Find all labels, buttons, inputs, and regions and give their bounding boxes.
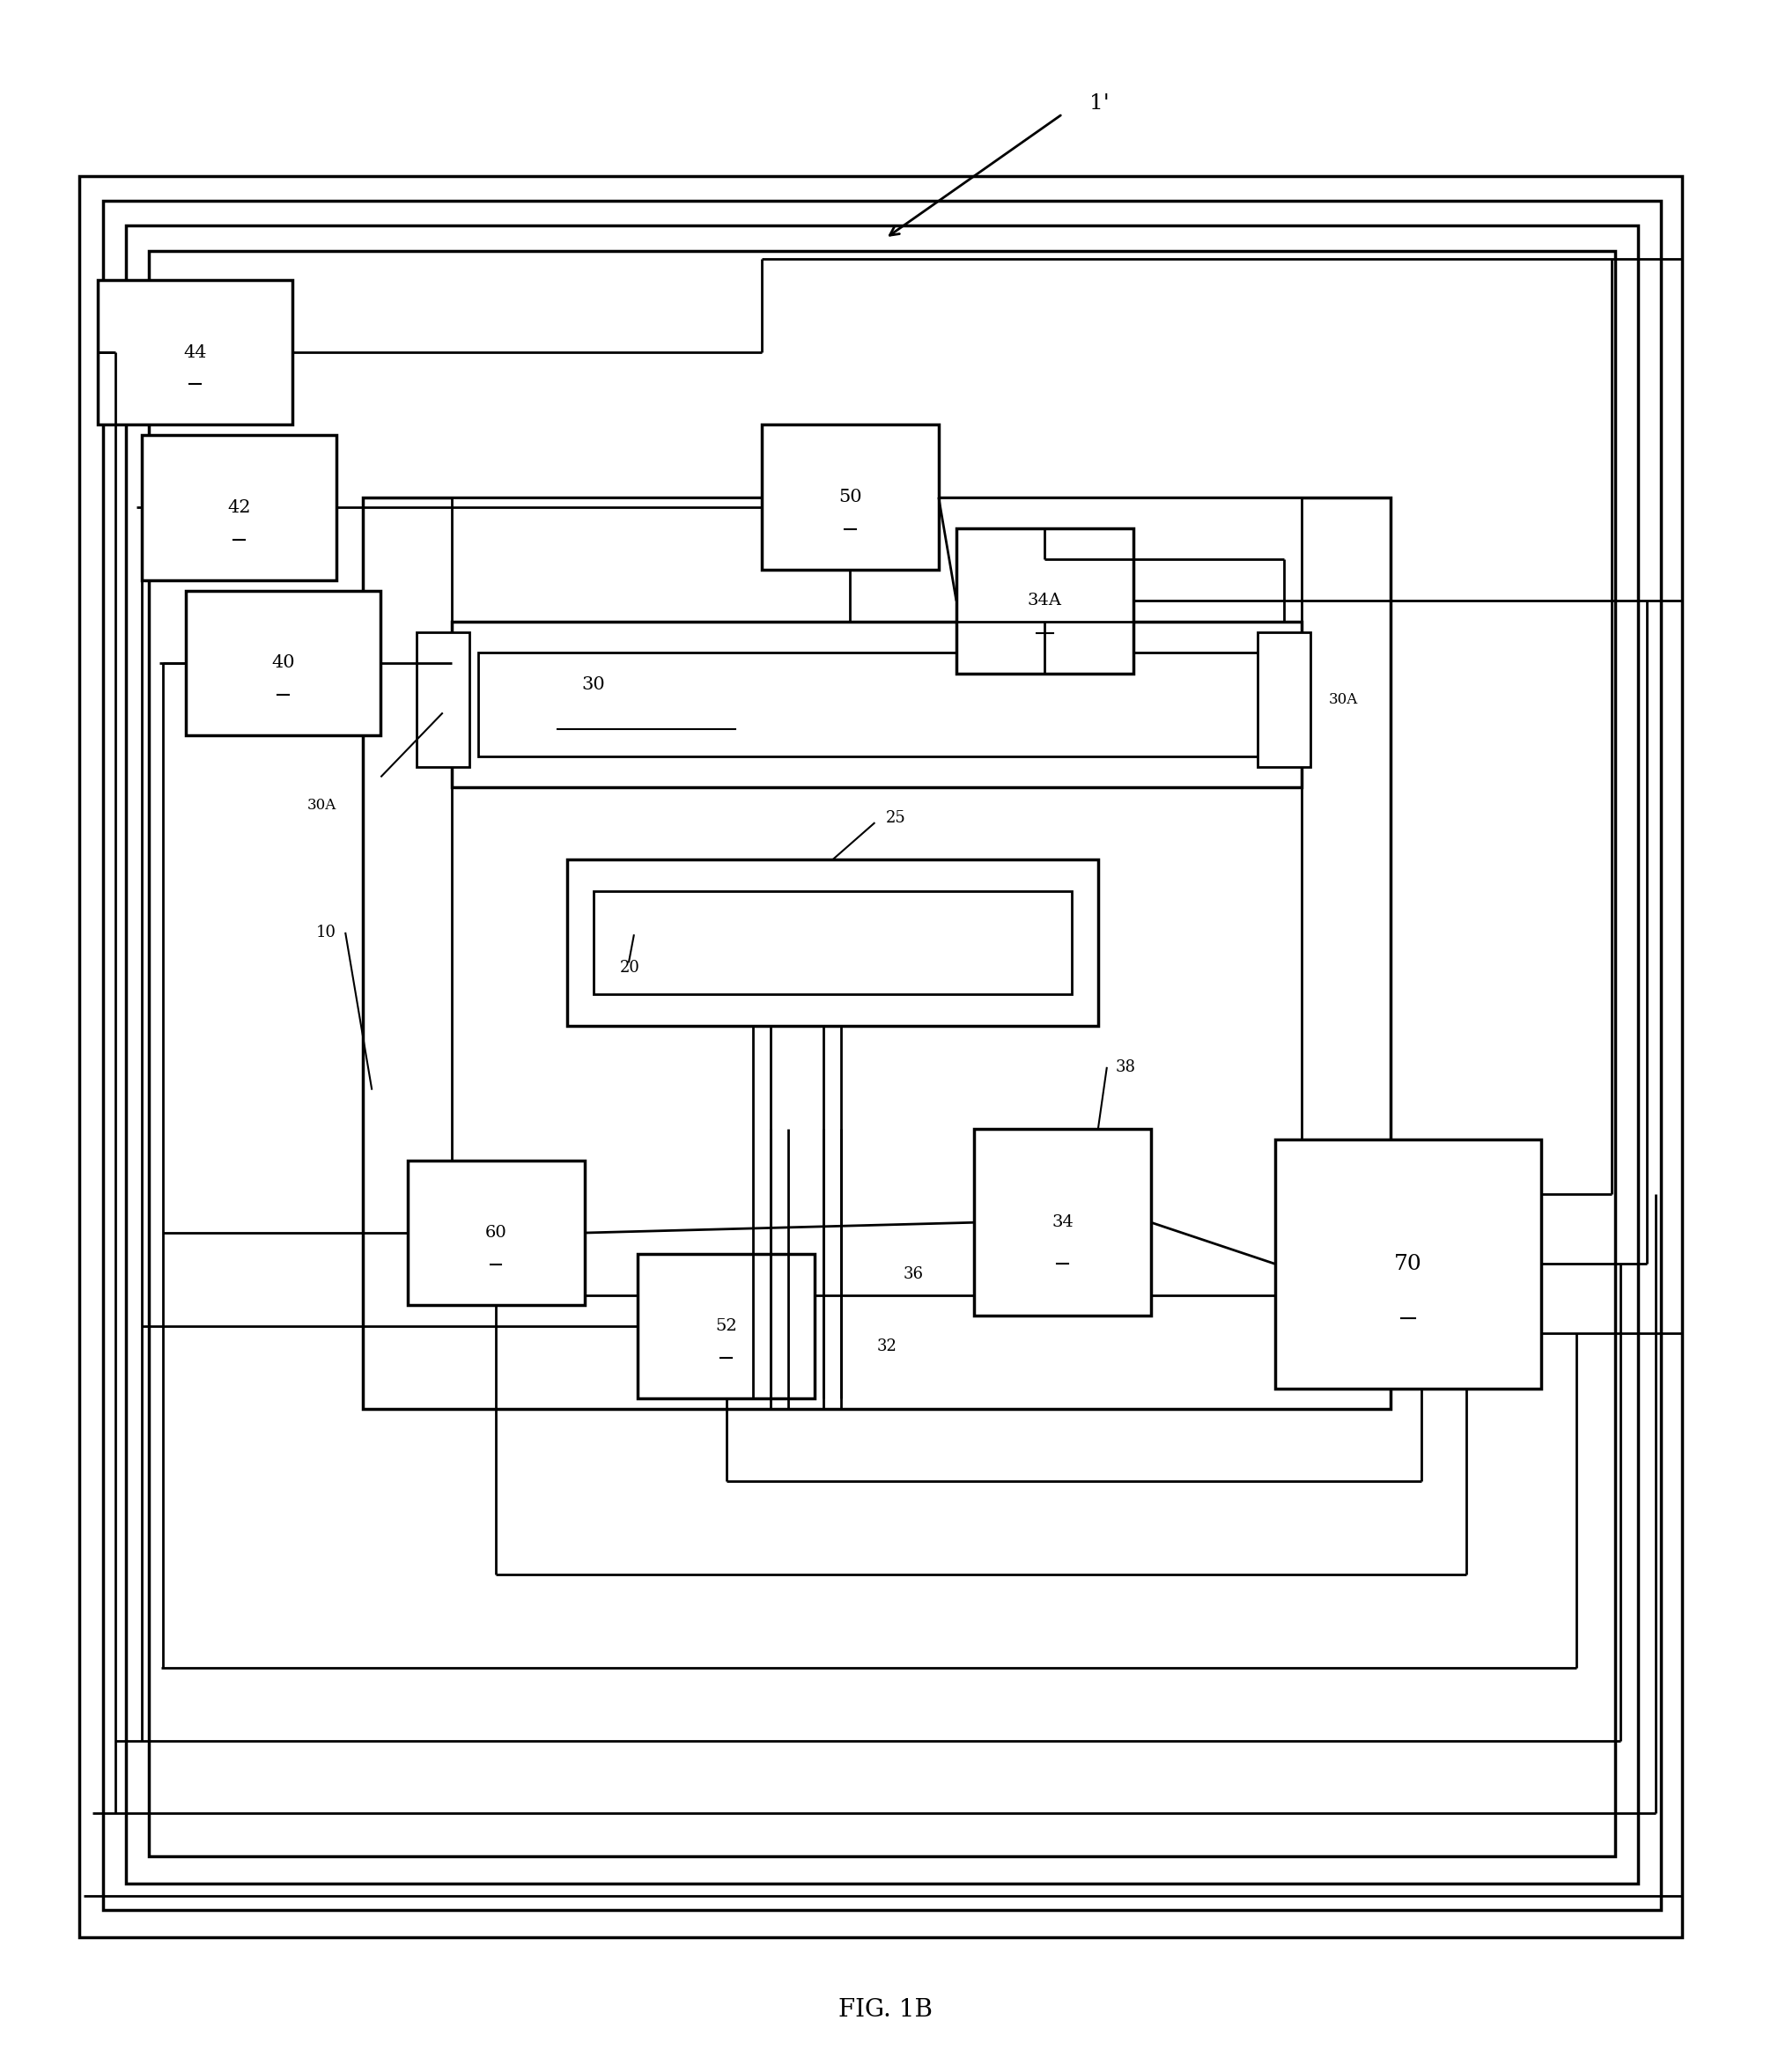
Bar bbox=[478, 653, 1275, 756]
Text: 30A: 30A bbox=[1328, 692, 1358, 707]
Bar bbox=[407, 1160, 584, 1305]
Bar bbox=[97, 280, 292, 425]
Bar bbox=[452, 497, 1302, 1295]
Text: 70: 70 bbox=[1394, 1254, 1422, 1274]
Bar bbox=[452, 622, 1302, 787]
Text: 30: 30 bbox=[581, 675, 606, 692]
Bar bbox=[1257, 632, 1311, 767]
Text: 34: 34 bbox=[1052, 1214, 1073, 1231]
Bar bbox=[956, 528, 1133, 673]
Text: 38: 38 bbox=[1116, 1059, 1135, 1075]
Text: 40: 40 bbox=[271, 655, 296, 671]
Bar bbox=[1275, 1140, 1541, 1388]
Text: 50: 50 bbox=[838, 489, 862, 506]
Bar bbox=[149, 251, 1615, 1857]
Bar bbox=[593, 891, 1071, 995]
Bar bbox=[638, 1254, 815, 1399]
Bar bbox=[103, 201, 1661, 1910]
Text: 42: 42 bbox=[227, 499, 251, 516]
Text: 60: 60 bbox=[485, 1225, 507, 1241]
Text: 32: 32 bbox=[877, 1339, 896, 1355]
Text: 10: 10 bbox=[317, 924, 336, 941]
Text: 20: 20 bbox=[620, 959, 639, 976]
Text: 30A: 30A bbox=[306, 798, 336, 812]
Bar bbox=[126, 226, 1638, 1883]
Text: FIG. 1B: FIG. 1B bbox=[838, 1997, 933, 2022]
Text: 44: 44 bbox=[182, 344, 207, 361]
Bar bbox=[142, 435, 336, 580]
Bar bbox=[567, 860, 1098, 1026]
Bar bbox=[974, 1129, 1151, 1316]
Bar bbox=[363, 497, 1390, 1409]
Text: 1': 1' bbox=[1089, 93, 1109, 114]
Bar bbox=[186, 591, 381, 736]
Text: 36: 36 bbox=[903, 1266, 923, 1283]
Text: 34A: 34A bbox=[1027, 593, 1063, 609]
Bar bbox=[80, 176, 1682, 1937]
Bar bbox=[416, 632, 469, 767]
Bar bbox=[762, 425, 939, 570]
Text: 25: 25 bbox=[886, 810, 907, 827]
Text: 52: 52 bbox=[715, 1318, 737, 1334]
